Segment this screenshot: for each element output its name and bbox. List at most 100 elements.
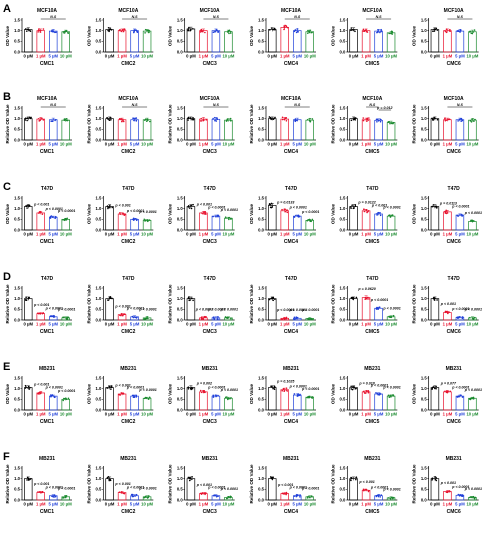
data-point	[49, 394, 52, 396]
y-tick-label: 1.5	[96, 375, 102, 380]
x-tick-label: 0 μM	[23, 322, 33, 327]
data-point	[38, 391, 41, 394]
y-tick-label: 0.0	[258, 227, 264, 232]
compound-label: CMC5	[365, 509, 379, 515]
data-point	[187, 387, 190, 390]
data-point	[296, 395, 299, 397]
data-point	[53, 496, 56, 498]
y-tick-label: 0.0	[96, 49, 102, 54]
data-point	[375, 494, 378, 497]
panel-title: MCF10A	[37, 96, 57, 102]
annotation-text: N.S	[294, 103, 301, 107]
panel-D-CMC3: T47D Relative OD Value 0.0 0.5 1.0 1.5 0 μM 1 μ…	[168, 276, 238, 335]
annotation-text: p < 0.0001	[207, 386, 225, 390]
y-axis-label: Relative OD Value	[330, 284, 335, 324]
data-point	[281, 389, 284, 392]
data-point	[54, 119, 56, 122]
data-point	[311, 31, 313, 34]
x-tick-label: 10 μM	[466, 54, 478, 59]
data-point	[188, 479, 191, 482]
annotation-text: p < 0.0001	[57, 486, 75, 490]
annotation-text: p < 0.0001	[301, 486, 319, 490]
data-point	[309, 496, 311, 499]
annotation-text: p = 0.0113	[439, 201, 457, 205]
data-point	[39, 31, 42, 33]
data-point	[367, 119, 370, 121]
data-point	[107, 27, 110, 29]
panel-title: T47D	[41, 186, 54, 192]
y-tick-label: 1.5	[177, 465, 183, 470]
bar	[186, 478, 196, 501]
compound-label: CMC4	[284, 61, 298, 67]
annotation-text: p < 0.001	[33, 203, 49, 207]
data-point	[286, 390, 288, 392]
y-tick-label: 1.5	[421, 17, 427, 22]
data-point	[122, 392, 125, 395]
data-point	[389, 497, 391, 500]
data-point	[389, 315, 391, 318]
y-axis-label: OD Value	[330, 383, 335, 404]
y-axis-label: OD Value	[330, 203, 335, 224]
annotation-text: p < 0.001	[358, 480, 374, 484]
y-tick-label: 1.0	[14, 116, 20, 121]
data-point	[28, 479, 30, 481]
annotation-text: N.S	[369, 103, 376, 107]
annotation-text: p < 0.0001	[464, 388, 482, 392]
data-point	[433, 30, 436, 32]
annotation-text: p < 0.001	[440, 302, 456, 306]
compound-label: CMC3	[203, 149, 217, 155]
data-point	[297, 214, 300, 217]
annotation-text: p < 0.001	[33, 303, 49, 307]
data-point	[434, 475, 436, 478]
y-tick-label: 0.5	[177, 397, 183, 402]
bar	[361, 119, 371, 141]
x-tick-label: 10 μM	[222, 54, 234, 59]
annotation-text: p < 0.0001	[289, 308, 307, 312]
data-point	[24, 117, 27, 120]
data-point	[354, 204, 357, 206]
data-point	[352, 298, 354, 300]
data-point	[122, 119, 125, 121]
bar	[105, 118, 114, 141]
y-axis-label: OD Value	[5, 203, 10, 224]
y-axis-label: Relative OD Value	[168, 284, 173, 324]
data-point	[51, 394, 54, 396]
annotation-text: p < 0.0001	[138, 388, 156, 392]
data-point	[133, 117, 135, 120]
data-point	[204, 492, 206, 494]
data-point	[62, 316, 64, 319]
data-point	[459, 31, 461, 33]
annotation-text: p < 0.0001	[138, 210, 156, 214]
data-point	[202, 29, 204, 32]
bar	[186, 387, 196, 411]
y-tick-label: 1.0	[421, 116, 427, 121]
y-tick-label: 1.5	[14, 465, 20, 470]
annotation-text: p < 0.0001	[451, 307, 469, 311]
bar	[468, 31, 477, 53]
data-point	[293, 393, 296, 395]
data-point	[461, 215, 464, 217]
data-point	[389, 394, 392, 397]
y-tick-label: 0.5	[258, 127, 264, 132]
x-tick-label: 1 μM	[443, 322, 453, 327]
data-point	[310, 396, 313, 398]
compound-label: CMC3	[203, 509, 217, 515]
x-tick-label: 1 μM	[443, 142, 453, 147]
y-tick-label: 0.5	[258, 307, 264, 312]
bar	[49, 30, 58, 53]
data-point	[295, 316, 297, 319]
y-tick-label: 0.5	[421, 217, 427, 222]
data-point	[229, 30, 232, 33]
y-tick-label: 0.5	[340, 487, 346, 492]
data-point	[62, 219, 64, 221]
row-label-D: D	[3, 271, 11, 283]
panel-A-CMC5: MCF10A OD Value 0.0 0.5 1.0 1.5 0 μM 1 μM 5 μM 10…	[330, 8, 397, 67]
data-point	[389, 122, 391, 125]
data-point	[436, 118, 439, 121]
data-point	[54, 217, 56, 220]
data-point	[354, 117, 356, 120]
data-point	[448, 118, 451, 120]
bar	[49, 119, 58, 141]
bar	[293, 215, 302, 231]
data-point	[119, 394, 122, 396]
